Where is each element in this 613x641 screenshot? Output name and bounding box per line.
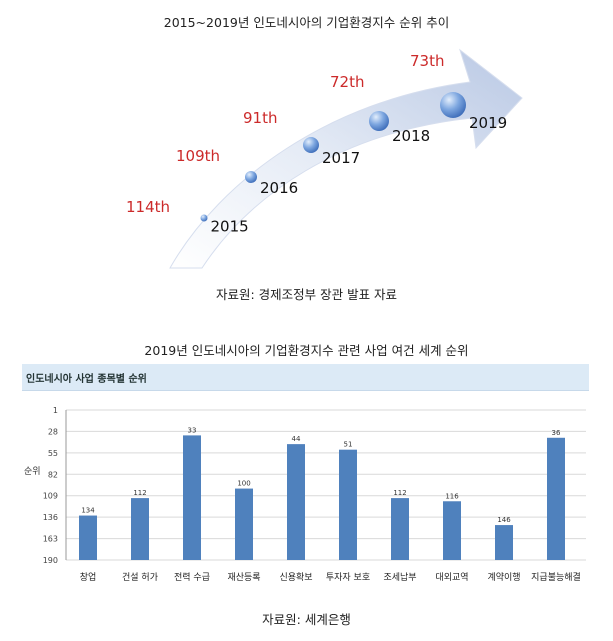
rank-label: 109th <box>176 147 220 165</box>
y-axis-label: 순위 <box>24 466 41 477</box>
x-category-label: 계약이행 <box>487 571 520 583</box>
year-label: 2016 <box>260 179 298 197</box>
y-tick-label: 28 <box>48 427 58 436</box>
y-tick-label: 82 <box>48 470 58 479</box>
trend-arrow <box>169 48 523 269</box>
x-category-label: 신용확보 <box>279 571 312 583</box>
bar-value-label: 44 <box>292 435 301 443</box>
x-category-label: 투자자 보호 <box>326 572 370 583</box>
rank-label: 72th <box>330 73 364 91</box>
y-tick-label: 136 <box>43 513 58 522</box>
x-category-label: 대외교역 <box>435 571 468 583</box>
x-category-label: 창업 <box>80 572 97 583</box>
year-label: 2018 <box>392 127 430 145</box>
bar-value-label: 112 <box>133 489 146 497</box>
rank-trend-chart: 2015 114th 2016 109th 2017 91th 2018 72th 2019 73… <box>126 48 523 269</box>
bar-6 <box>339 449 357 560</box>
y-tick-label: 109 <box>43 492 58 501</box>
y-tick-label: 190 <box>43 556 58 565</box>
trend-point-2018 <box>369 111 389 131</box>
bar-value-label: 116 <box>445 492 459 500</box>
panel-title: 인도네시아 사업 종목별 순위 <box>26 374 147 385</box>
ranking-bar-panel: 1 28 55 82 109 136 163 190 순위 134 창업 112 건설 허가 33 전력 … <box>22 364 589 592</box>
top-chart-source: 자료원: 경제조정부 장관 발표 자료 <box>215 287 398 302</box>
bar-4 <box>235 488 253 560</box>
bar-value-label: 146 <box>497 516 511 524</box>
x-category-label: 조세납부 <box>383 572 416 583</box>
trend-point-2017 <box>303 137 319 153</box>
bar-2 <box>131 498 149 560</box>
y-tick-label: 163 <box>43 535 58 544</box>
top-chart-title: 2015~2019년 인도네시아의 기업환경지수 순위 추이 <box>163 15 450 30</box>
rank-label: 91th <box>243 109 277 127</box>
year-label: 2017 <box>322 149 360 167</box>
bar-value-label: 112 <box>393 489 406 497</box>
bar-9 <box>495 525 513 560</box>
year-label: 2015 <box>211 218 249 236</box>
x-category-label: 건설 허가 <box>122 572 158 583</box>
bar-value-label: 36 <box>552 429 561 437</box>
bar-8 <box>443 501 461 560</box>
trend-point-2015 <box>200 214 208 222</box>
rank-label: 114th <box>126 198 170 216</box>
bar-value-label: 100 <box>237 480 250 488</box>
y-tick-label: 1 <box>53 406 58 415</box>
x-category-label: 지급불능해결 <box>531 572 581 583</box>
bottom-chart-title: 2019년 인도네시아의 기업환경지수 관련 사업 여건 세계 순위 <box>144 343 469 358</box>
rank-label: 73th <box>410 52 444 70</box>
y-tick-label: 55 <box>48 449 58 458</box>
ranking-bar-chart: 1 28 55 82 109 136 163 190 순위 134 창업 112 건설 허가 33 전력 … <box>24 406 586 583</box>
bar-value-label: 51 <box>344 441 353 449</box>
x-category-label: 전력 수급 <box>174 571 210 583</box>
bar-10 <box>547 437 565 560</box>
bottom-chart-source: 자료원: 세계은행 <box>262 612 351 627</box>
bar-value-label: 33 <box>188 426 197 434</box>
panel-header: 인도네시아 사업 종목별 순위 <box>22 364 589 391</box>
bar-7 <box>391 498 409 560</box>
bar-5 <box>287 444 305 560</box>
trend-point-2019 <box>440 92 466 118</box>
bar-1 <box>79 515 97 560</box>
x-category-label: 재산등록 <box>227 572 260 583</box>
bar-value-label: 134 <box>81 507 95 515</box>
year-label: 2019 <box>469 114 507 132</box>
trend-point-2016 <box>245 171 257 183</box>
bar-3 <box>183 435 201 560</box>
